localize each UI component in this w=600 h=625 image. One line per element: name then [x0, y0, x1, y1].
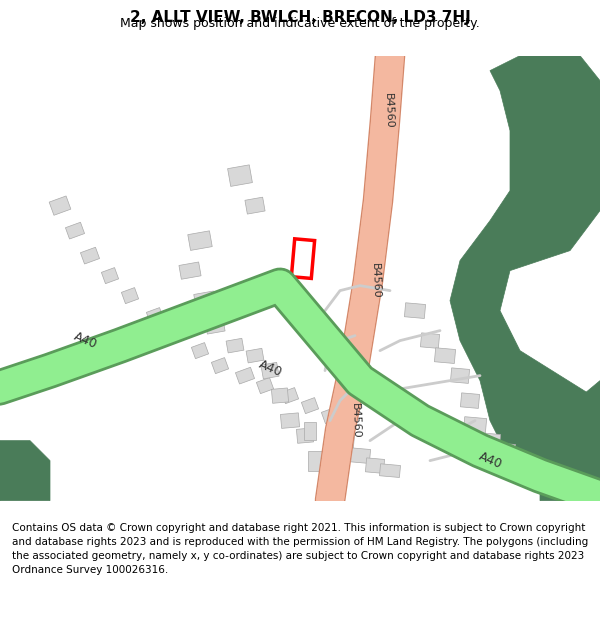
- Bar: [146, 308, 164, 324]
- Bar: [434, 348, 455, 364]
- Bar: [365, 458, 385, 473]
- Bar: [460, 393, 479, 408]
- Bar: [304, 422, 316, 439]
- Text: A40: A40: [476, 450, 504, 471]
- Text: 2, ALLT VIEW, BWLCH, BRECON, LD3 7HJ: 2, ALLT VIEW, BWLCH, BRECON, LD3 7HJ: [130, 10, 470, 25]
- Bar: [191, 342, 209, 359]
- Text: A40: A40: [256, 358, 284, 379]
- Bar: [463, 417, 487, 434]
- Text: A40: A40: [71, 330, 99, 351]
- Polygon shape: [450, 56, 600, 501]
- Bar: [179, 262, 201, 279]
- Bar: [404, 302, 425, 319]
- Bar: [226, 338, 244, 353]
- Text: B4560: B4560: [382, 92, 394, 129]
- Bar: [479, 432, 500, 449]
- Bar: [380, 464, 400, 478]
- Bar: [494, 442, 515, 459]
- Bar: [335, 433, 355, 448]
- Bar: [101, 268, 119, 284]
- Polygon shape: [0, 441, 50, 501]
- Bar: [308, 451, 322, 471]
- Bar: [349, 448, 371, 464]
- Bar: [256, 378, 274, 394]
- Bar: [322, 408, 338, 424]
- Bar: [205, 317, 225, 334]
- Bar: [296, 428, 314, 443]
- Bar: [421, 333, 440, 348]
- Bar: [227, 165, 253, 186]
- Bar: [49, 196, 71, 215]
- Bar: [166, 328, 184, 344]
- Bar: [194, 291, 216, 310]
- Bar: [211, 357, 229, 374]
- Bar: [261, 362, 279, 379]
- Bar: [281, 388, 299, 404]
- Bar: [451, 368, 470, 383]
- Bar: [245, 197, 265, 214]
- Text: Map shows position and indicative extent of the property.: Map shows position and indicative extent…: [120, 18, 480, 31]
- Bar: [280, 413, 299, 428]
- Text: B4560: B4560: [349, 402, 361, 439]
- Text: B4560: B4560: [370, 262, 380, 299]
- Bar: [188, 231, 212, 251]
- Bar: [121, 288, 139, 304]
- Bar: [511, 454, 529, 468]
- Bar: [301, 398, 319, 414]
- Bar: [292, 239, 314, 278]
- Bar: [80, 248, 100, 264]
- Polygon shape: [540, 381, 600, 501]
- Text: Contains OS data © Crown copyright and database right 2021. This information is : Contains OS data © Crown copyright and d…: [12, 523, 588, 575]
- Bar: [246, 348, 264, 363]
- Bar: [271, 388, 289, 403]
- Bar: [235, 368, 254, 384]
- Bar: [65, 222, 85, 239]
